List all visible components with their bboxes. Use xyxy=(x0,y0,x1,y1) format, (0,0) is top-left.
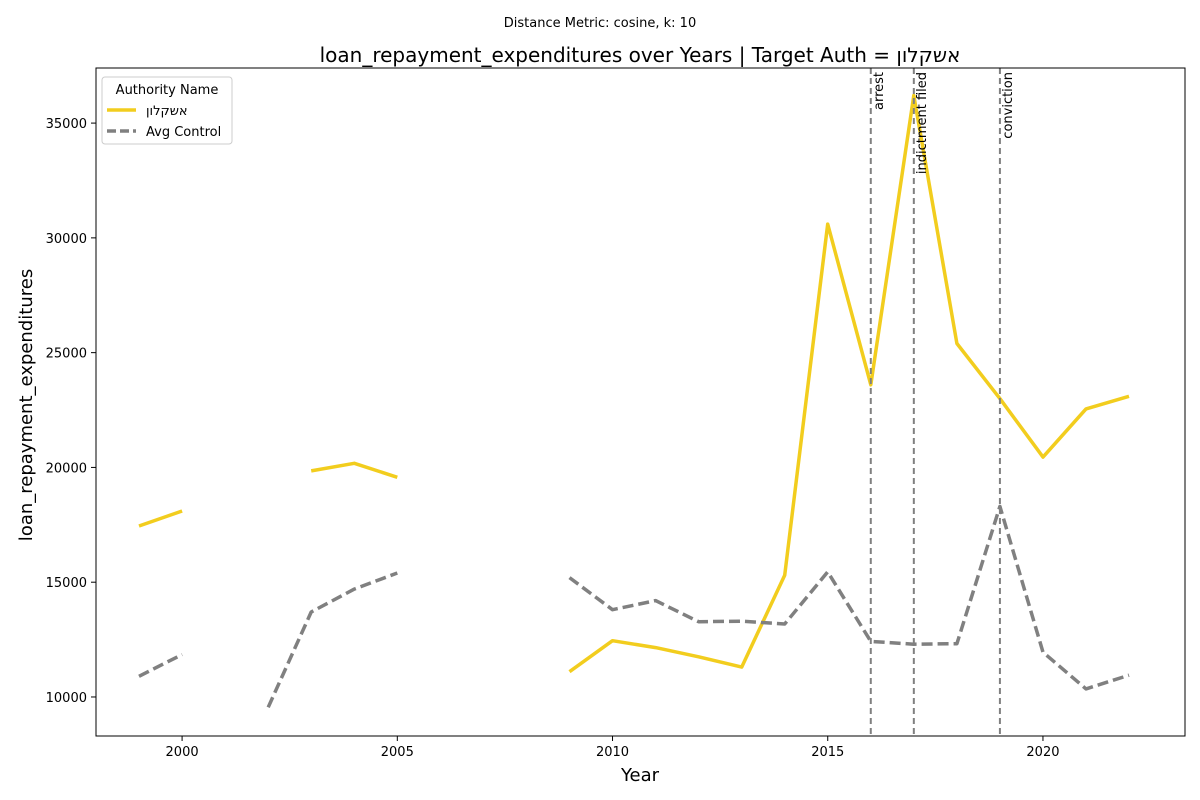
y-tick-label: 15000 xyxy=(46,576,87,591)
plot-frame xyxy=(95,67,1186,737)
legend-label-target: אשקלון xyxy=(146,104,188,119)
y-tick-label: 35000 xyxy=(46,117,87,132)
y-axis: 10000 15000 20000 25000 30000 35000 xyxy=(46,117,96,706)
legend-label-control: Avg Control xyxy=(146,125,221,140)
x-tick-label: 2020 xyxy=(1026,745,1059,760)
y-axis-label: loan_repayment_expenditures xyxy=(16,269,37,541)
y-tick-label: 20000 xyxy=(46,461,87,476)
x-axis-label: Year xyxy=(620,765,660,786)
series-line-control xyxy=(138,652,183,678)
legend-box xyxy=(101,76,233,145)
plot-area: arrest indictment filed conviction xyxy=(138,68,1130,736)
series-line-target xyxy=(310,461,398,479)
x-tick-label: 2010 xyxy=(596,745,629,760)
legend-title: Authority Name xyxy=(116,83,219,98)
series-line-target xyxy=(568,93,1130,674)
x-axis: 2000 2005 2010 2015 2020 xyxy=(166,736,1060,760)
series-line-control xyxy=(568,504,1130,691)
x-tick-label: 2015 xyxy=(811,745,844,760)
y-tick-label: 30000 xyxy=(46,232,87,247)
series-line-control xyxy=(266,571,398,709)
event-label: conviction xyxy=(1001,72,1016,139)
event-label: indictment filed xyxy=(915,72,930,174)
legend: Authority Name אשקלון Avg Control xyxy=(101,76,233,145)
event-label: arrest xyxy=(872,72,887,110)
y-tick-label: 25000 xyxy=(46,347,87,362)
x-tick-label: 2000 xyxy=(166,745,199,760)
chart-suptitle: Distance Metric: cosine, k: 10 xyxy=(504,16,696,31)
series-line-target xyxy=(138,509,183,528)
chart-title: loan_repayment_expenditures over Years |… xyxy=(320,43,961,67)
x-tick-label: 2005 xyxy=(381,745,414,760)
y-tick-label: 10000 xyxy=(46,691,87,706)
